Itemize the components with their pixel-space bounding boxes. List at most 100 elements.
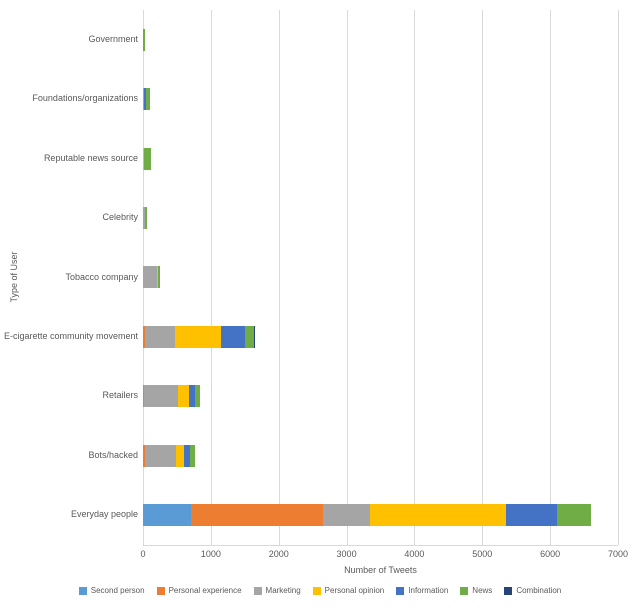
stacked-bar-bots-hacked [143,444,195,467]
bar-segment-personal-opinion [174,325,222,348]
gridline [210,10,212,545]
bar-segment-information [143,147,145,170]
bar-segment-information [184,444,191,467]
stacked-bar-reputable-news-source [143,147,152,170]
bar-segment-news [190,444,195,467]
bar-track [143,266,618,289]
bar-segment-personal-experience [143,444,146,467]
category-label-foundations-organizations: Foundations/organizations [32,93,138,104]
legend-item-marketing: Marketing [253,586,301,595]
legend-item-personal-opinion: Personal opinion [312,586,385,595]
bar-segment-marketing [143,266,157,289]
gridline [550,10,552,545]
chart-row-government: Government [0,10,618,69]
gridline [346,10,348,545]
legend-item-combination: Combination [504,586,561,595]
bar-track [143,385,618,408]
chart-row-celebrity: Celebrity [0,188,618,247]
bar-track [143,325,618,348]
gridline [414,10,416,545]
legend-swatch-icon [396,586,405,595]
legend-item-personal-experience: Personal experience [156,586,242,595]
bar-segment-personal-experience [143,325,146,348]
stacked-bar-retailers [143,385,200,408]
legend-label: Combination [516,586,562,595]
legend: Second person Personal experience Marketin… [0,586,640,595]
category-label-e-cigarette-community-movement: E-cigarette community movement [3,330,138,341]
bar-segment-information [221,325,245,348]
bar-segment-personal-experience [143,385,145,408]
legend-label: Personal experience [168,586,242,595]
legend-swatch-icon [156,586,165,595]
category-label-reputable-news-source: Reputable news source [43,152,138,163]
bar-track [143,88,618,111]
x-tick-label: 3000 [336,549,357,559]
legend-swatch-icon [504,586,513,595]
gridline [618,10,619,545]
legend-label: Personal opinion [324,586,385,595]
legend-swatch-icon [78,586,87,595]
stacked-bar-e-cigarette-community-movement [143,325,255,348]
chart-row-e-cigarette-community-movement: E-cigarette community movement [0,307,618,366]
bar-segment-news [194,385,200,408]
x-tick-label: 2000 [268,549,289,559]
x-tick-label: 6000 [540,549,561,559]
bar-segment-news [157,266,160,289]
bar-track [143,504,618,527]
legend-item-second-person: Second person [78,586,145,595]
legend-label: News [472,586,493,595]
bar-segment-marketing [145,325,175,348]
bar-segment-combination [253,325,255,348]
bar-segment-personal-opinion [156,266,158,289]
gridline [278,10,280,545]
bar-track [143,444,618,467]
bar-segment-news [143,28,146,51]
x-axis-title: Number of Tweets [344,565,417,575]
legend-item-information: Information [396,586,448,595]
bar-segment-information [143,88,147,111]
bar-track [143,147,618,170]
bar-segment-news [146,88,151,111]
stacked-bar-everyday-people [143,504,591,527]
bar-segment-information [506,504,557,527]
x-axis-ticks: 0 1000 2000 3000 4000 5000 6000 7000 [140,549,628,561]
bar-segment-marketing [144,385,179,408]
stacked-bar-foundations-organizations [143,88,151,111]
bar-track [143,28,618,51]
legend-swatch-icon [312,586,321,595]
stacked-bar-government [143,28,146,51]
bar-track [143,207,618,230]
category-label-government: Government [88,33,138,44]
bar-segment-personal-experience [190,504,323,527]
gridline [482,10,484,545]
x-tick-label: 1000 [200,549,221,559]
bar-segment-news [244,325,254,348]
bar-segment-marketing [322,504,371,527]
x-tick-label: 4000 [404,549,425,559]
chart-row-reputable-news-source: Reputable news source [0,129,618,188]
legend-swatch-icon [460,586,469,595]
bar-segment-marketing [143,207,146,230]
chart-row-bots-hacked: Bots/hacked [0,426,618,485]
x-tick-label: 5000 [472,549,493,559]
chart-row-everyday-people: Everyday people [0,486,618,545]
category-label-celebrity: Celebrity [102,212,138,223]
category-label-bots-hacked: Bots/hacked [88,449,138,460]
bar-rows: Government Foundations/organizations Reput… [0,10,618,545]
legend-swatch-icon [253,586,262,595]
stacked-bar-celebrity [143,207,148,230]
category-label-tobacco-company: Tobacco company [65,271,138,282]
bar-segment-news [144,147,152,170]
category-label-everyday-people: Everyday people [70,509,138,520]
x-tick-label: 7000 [607,549,629,559]
legend-label: Second person [90,586,145,595]
bar-segment-personal-opinion [178,385,190,408]
bar-segment-personal-opinion [143,147,144,170]
bar-segment-personal-opinion [175,444,185,467]
bar-segment-second-person [143,504,191,527]
chart-body: Government Foundations/organizations Reput… [0,10,619,546]
bar-segment-marketing [143,88,144,111]
bar-segment-information [189,385,195,408]
category-label-retailers: Retailers [102,390,138,401]
